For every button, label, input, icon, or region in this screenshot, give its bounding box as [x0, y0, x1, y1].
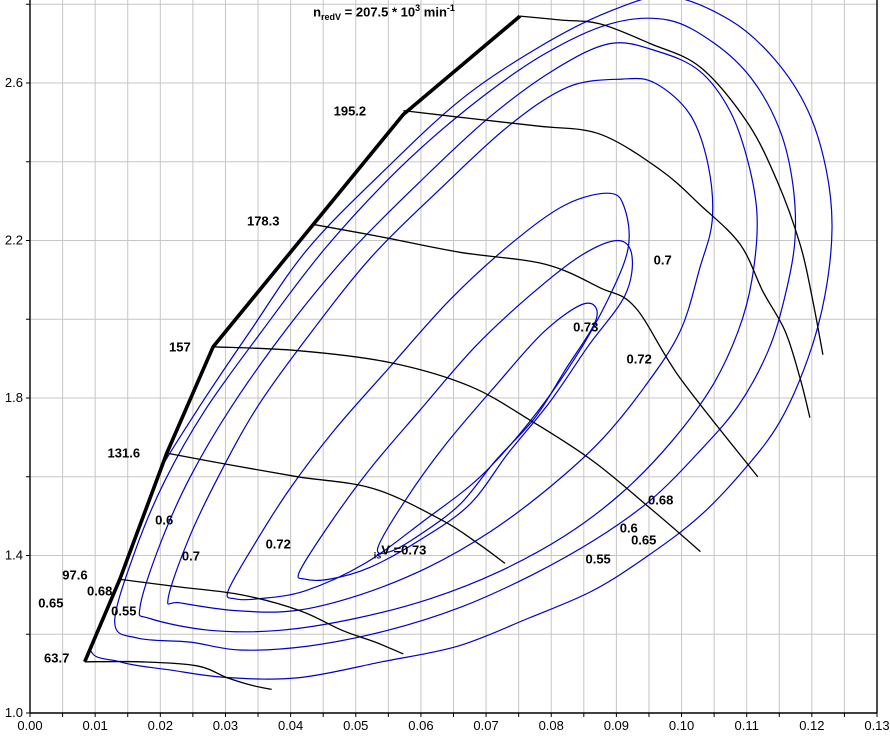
efficiency-contours	[89, 0, 833, 680]
grid-layer	[30, 0, 877, 713]
title-subscript: redV	[321, 11, 342, 22]
x-tick-label: 0.08	[539, 718, 564, 733]
y-tick-label: 1.0	[5, 705, 23, 720]
title-exponent: 3	[415, 3, 421, 13]
x-tick-label: 0.04	[278, 718, 303, 733]
x-tick-label: 0.13	[864, 718, 889, 733]
speed-line-157	[213, 346, 701, 553]
efficiency-contour-0.72	[297, 239, 634, 581]
ticks	[26, 3, 878, 717]
title-symbol: n	[313, 4, 322, 20]
x-tick-label: 0.11	[735, 718, 759, 733]
surge-line	[83, 14, 522, 663]
x-tick-label: 0.06	[408, 718, 433, 733]
x-tick-label: 0.09	[604, 718, 629, 733]
x-tick-label: 0.12	[799, 718, 824, 733]
y-tick-label: 1.8	[5, 390, 23, 405]
x-tick-label: 0.10	[669, 718, 694, 733]
x-tick-label: 0.07	[473, 718, 498, 733]
efficiency-contour-0.6	[114, 17, 797, 651]
speed-line-131.6	[166, 452, 506, 564]
y-tick-label: 2.2	[5, 233, 23, 248]
efficiency-contour-0.65	[138, 42, 758, 633]
title-value: = 207.5 * 10	[341, 4, 416, 20]
x-tick-label: 0.05	[343, 718, 368, 733]
efficiency-contour-0.68	[167, 77, 714, 613]
chart-title: nredV = 207.5 * 103 min-1	[313, 4, 455, 22]
title-unit-exponent: -1	[446, 3, 455, 13]
efficiency-contour-0.55	[89, 0, 833, 680]
speed-lines	[84, 15, 824, 691]
speed-line-207.5	[519, 15, 824, 355]
y-tick-label: 1.4	[5, 548, 23, 563]
speed-line-63.7	[84, 660, 272, 691]
efficiency-contour-0.73	[376, 302, 598, 555]
tick-labels: 0.00 0.01 0.02 0.03 0.04 0.05 0.06 0.07 0.08 0.09…	[5, 75, 890, 733]
x-tick-label: 0.02	[148, 718, 173, 733]
speed-line-97.6	[117, 578, 404, 655]
speed-line-178.3	[314, 224, 759, 478]
x-tick-label: 0.00	[17, 718, 42, 733]
y-tick-label: 2.6	[5, 75, 23, 90]
title-unit: min	[420, 4, 447, 20]
speed-line-195.2	[403, 109, 811, 418]
x-tick-label: 0.03	[213, 718, 238, 733]
x-tick-label: 0.01	[82, 718, 107, 733]
